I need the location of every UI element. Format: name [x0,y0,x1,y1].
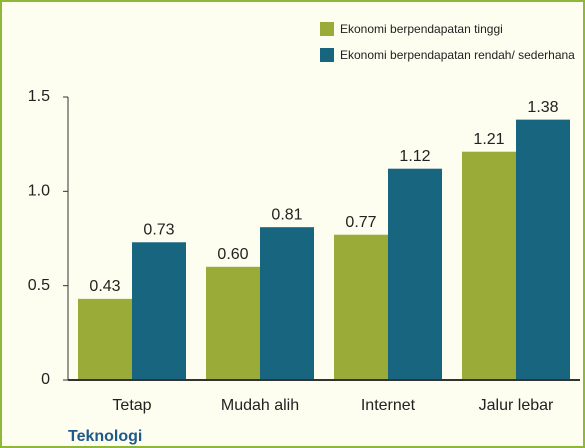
y-tick-label: 0 [41,371,50,388]
x-tick-label: Jalur lebar [479,397,554,414]
bar [132,242,186,380]
legend-item: Ekonomi berpendapatan tinggi [320,22,575,37]
bar [388,168,442,380]
value-label: 0.60 [217,246,248,263]
legend-swatch [320,48,334,62]
bar [334,234,388,380]
x-axis-label: Teknologi [68,428,142,445]
x-tick-label: Mudah alih [221,397,299,414]
value-label: 0.81 [271,206,302,223]
bar [462,151,516,380]
y-tick-label: 1.0 [28,183,50,200]
bar [206,266,260,380]
bar [78,298,132,380]
value-label: 1.38 [527,99,558,116]
legend-label: Ekonomi berpendapatan rendah/ sederhana [340,48,575,62]
legend-swatch [320,22,334,36]
y-tick-label: 1.5 [28,88,50,105]
x-tick-label: Tetap [112,397,151,414]
value-label: 0.43 [89,278,120,295]
value-label: 0.77 [345,214,376,231]
bar [260,227,314,380]
y-tick-label: 0.5 [28,277,50,294]
value-label: 1.21 [473,131,504,148]
legend-item: Ekonomi berpendapatan rendah/ sederhana [320,48,575,63]
legend-label: Ekonomi berpendapatan tinggi [340,22,503,36]
bar [516,119,570,380]
x-tick-label: Internet [361,397,416,414]
value-label: 0.73 [143,221,174,238]
value-label: 1.12 [399,148,430,165]
